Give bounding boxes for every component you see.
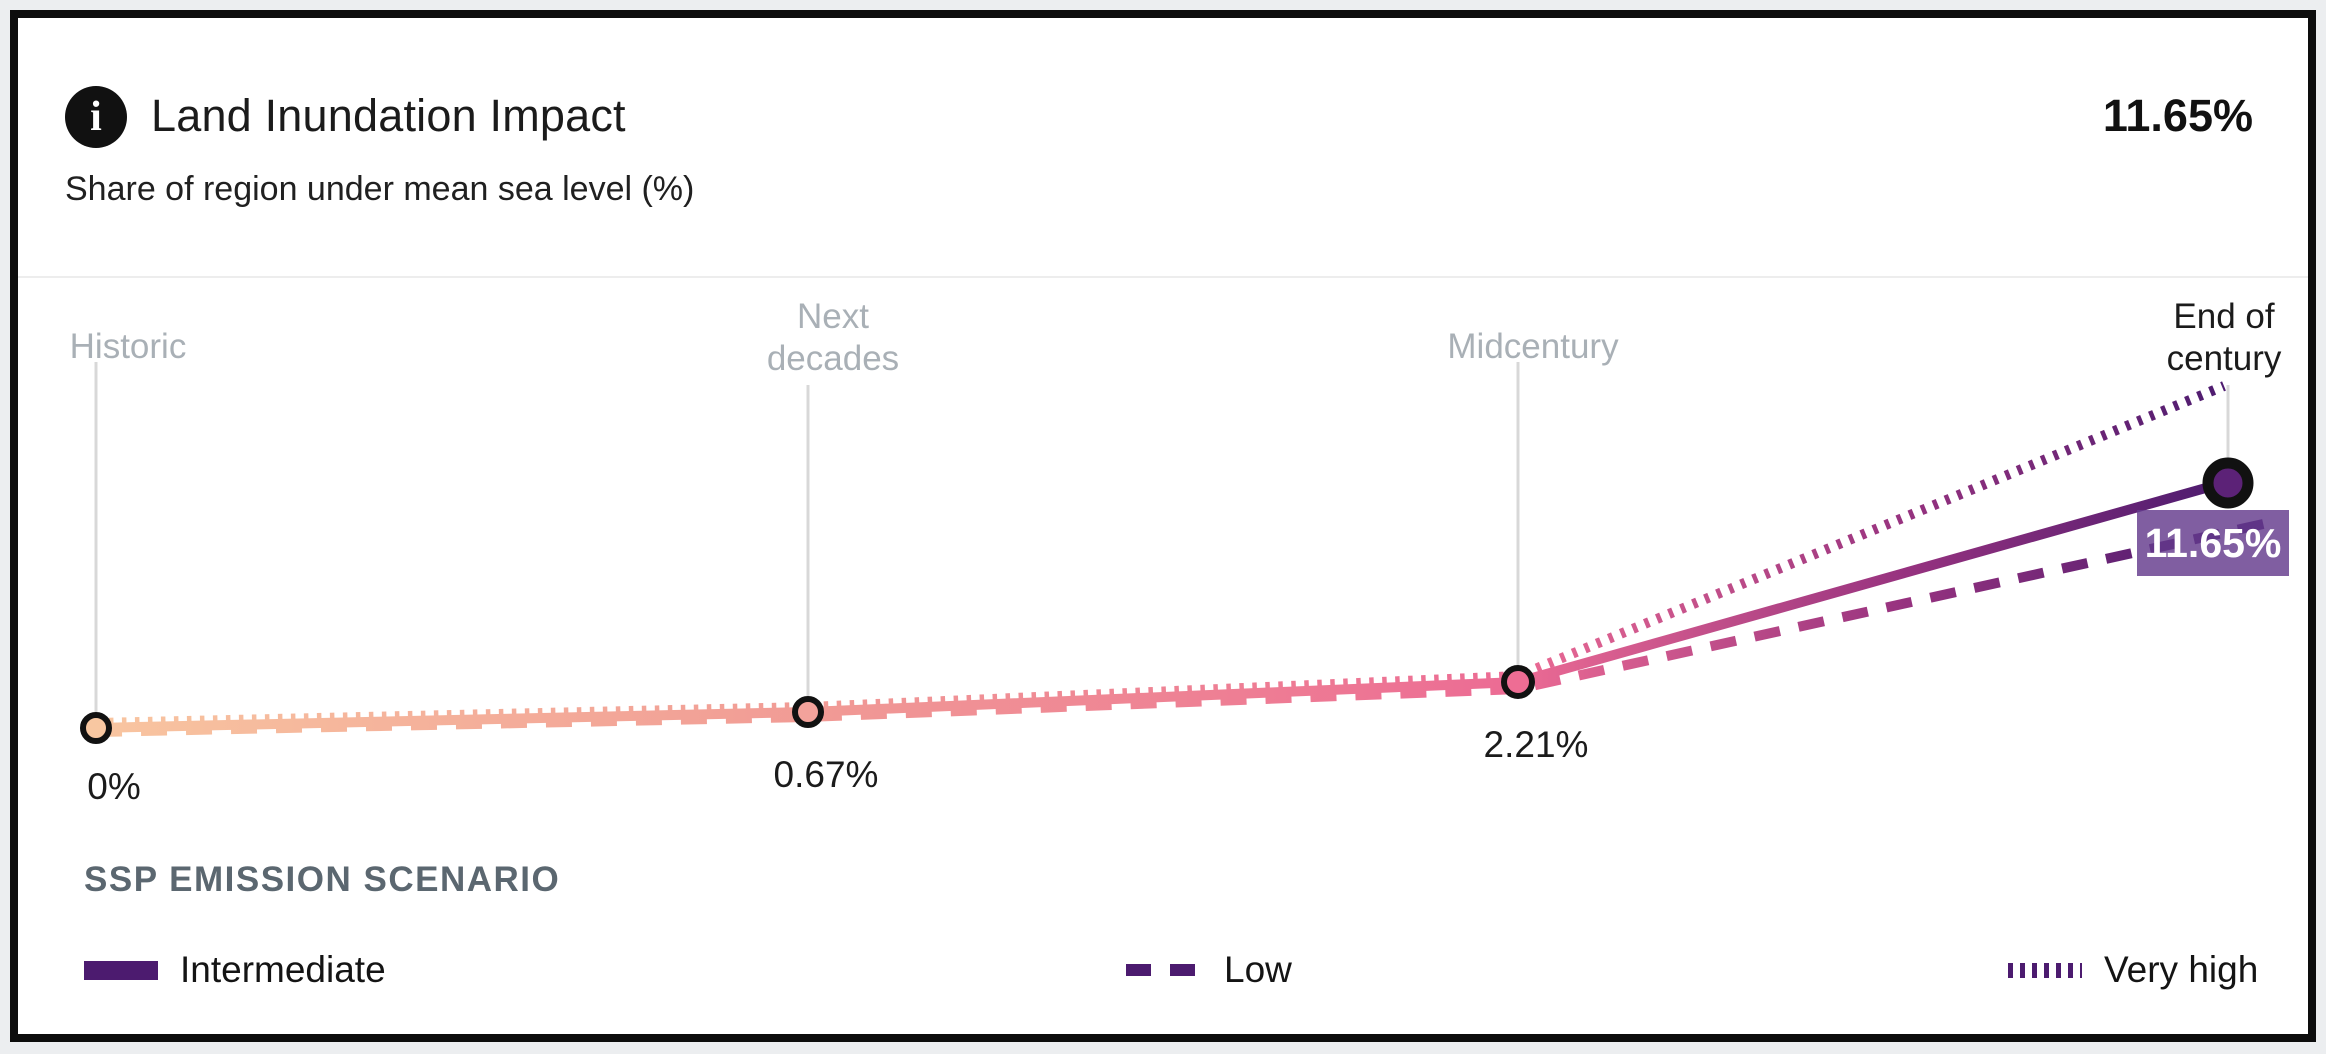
page-title: Land Inundation Impact [151, 90, 626, 141]
category-label-next-decades: Next decades [766, 297, 900, 378]
header-divider [18, 276, 2308, 278]
chart-subtitle: Share of region under mean sea level (%) [65, 170, 695, 208]
headline-value: 11.65% [2102, 90, 2253, 141]
dotted-line-swatch-icon [2008, 962, 2082, 978]
legend-item-intermediate: Intermediate [84, 948, 386, 992]
solid-line-swatch-icon [84, 960, 158, 980]
card-header: i Land Inundation Impact 11.65% Share of… [18, 18, 2308, 278]
inundation-card: i Land Inundation Impact 11.65% Share of… [10, 10, 2316, 1042]
value-label-next-decades: 0.67% [773, 754, 879, 795]
legend-label: Low [1224, 949, 1292, 990]
dashed-line-swatch-icon [1126, 964, 1202, 976]
value-label-end-of-century: 11.65% [2144, 519, 2282, 566]
legend-item-low: Low [1126, 948, 1292, 992]
category-label-historic: Historic [69, 327, 187, 366]
category-label-end-of-century: End of century [2166, 297, 2282, 378]
info-icon-glyph: i [90, 94, 102, 140]
legend-item-very-high: Very high [2008, 948, 2258, 992]
info-icon[interactable]: i [65, 86, 127, 148]
value-label-midcentury: 2.21% [1483, 724, 1589, 765]
legend-label: Very high [2104, 949, 2259, 990]
legend-title: SSP EMISSION SCENARIO [84, 860, 561, 899]
category-label-midcentury: Midcentury [1447, 327, 1619, 366]
value-label-historic: 0% [87, 766, 141, 807]
value-badge-end-of-century: 11.65% [2137, 510, 2289, 576]
legend-label: Intermediate [180, 949, 386, 990]
legend: Intermediate Low Very high [18, 948, 2308, 998]
